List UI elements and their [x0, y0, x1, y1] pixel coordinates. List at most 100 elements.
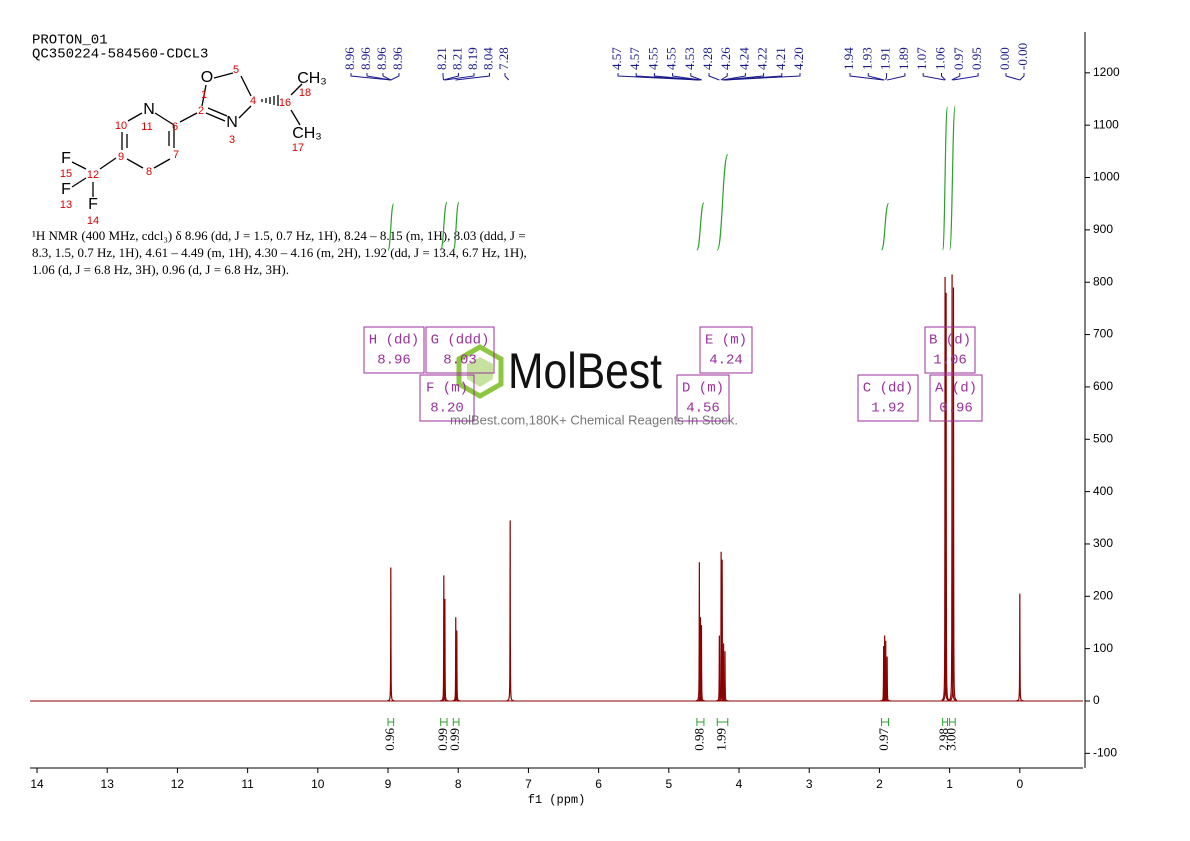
atom-number: 8 — [146, 166, 152, 178]
y-tick-label: 600 — [1093, 379, 1113, 393]
peak-label: 1.07 — [914, 47, 929, 70]
y-tick-label: 1100 — [1093, 117, 1119, 131]
atom-number: 1 — [201, 89, 207, 101]
atom-number: 13 — [60, 199, 72, 211]
atom-label: CH₃ — [297, 70, 327, 87]
molecule-bonds — [71, 72, 303, 197]
peak-label: 4.28 — [700, 47, 715, 70]
x-tick-label: 7 — [525, 777, 532, 791]
x-axis-label: f1 (ppm) — [528, 793, 586, 807]
multiplet-box — [924, 326, 976, 374]
peak-label-leader — [720, 73, 728, 81]
peak-label-leader — [690, 73, 702, 81]
peak-label-leader — [724, 73, 801, 81]
peak-label: 1.94 — [841, 47, 856, 70]
peak-label: 0.97 — [951, 47, 966, 70]
integral-label: 3.00 — [943, 728, 958, 751]
peak-label: 4.55 — [645, 47, 660, 70]
watermark-tagline: molBest.com,180K+ Chemical Reagents In S… — [450, 412, 738, 427]
integral-label: 0.96 — [382, 728, 397, 751]
peak-label: 8.96 — [390, 47, 405, 70]
atom-number: 14 — [87, 215, 99, 227]
peak-label: 4.22 — [755, 47, 770, 70]
x-tick-label: 3 — [806, 777, 813, 791]
multiplet-name: D (m) — [682, 381, 724, 397]
atom-label: CH₃ — [292, 125, 322, 142]
x-tick-label: 12 — [171, 777, 185, 791]
x-tick-label: 1 — [946, 777, 953, 791]
peak — [506, 520, 514, 702]
peak-label-leader — [366, 73, 391, 81]
x-tick-label: 9 — [385, 777, 392, 791]
peak-label: 4.26 — [718, 47, 733, 70]
multiplet-shift: 0.96 — [939, 401, 973, 417]
atom-number: 17 — [292, 142, 304, 154]
peak-label: 4.24 — [736, 47, 751, 70]
multiplet-shift: 1.06 — [933, 353, 967, 369]
peak-label-leader — [1019, 73, 1025, 81]
atom-number: 18 — [299, 87, 311, 99]
y-tick-label: 400 — [1093, 484, 1113, 498]
peak — [942, 292, 950, 701]
peak-label-leader — [653, 73, 701, 81]
y-tick-label: 900 — [1093, 222, 1113, 236]
multiplet-name: A (d) — [935, 381, 977, 397]
atom-number: 16 — [279, 97, 291, 109]
peak-label-leader — [951, 73, 961, 81]
x-tick-label: 2 — [876, 777, 883, 791]
atom-label: F — [61, 181, 71, 198]
peak-label: 4.55 — [664, 47, 679, 70]
peak-label-leader — [722, 73, 746, 81]
multiplet-shift: 8.20 — [430, 401, 464, 417]
integral-curve — [880, 202, 890, 251]
integral-curve — [696, 202, 705, 251]
atom-number: 15 — [60, 168, 72, 180]
multiplet-box — [857, 374, 919, 422]
y-tick-label: 0 — [1093, 693, 1100, 707]
watermark-brand: MolBest — [508, 343, 662, 399]
peak-label-leader — [953, 73, 979, 81]
peak-label: 4.21 — [773, 47, 788, 70]
peak-label: 8.21 — [434, 47, 449, 70]
peak-label: -0.00 — [1015, 43, 1030, 70]
peak-label: 0.95 — [969, 47, 984, 70]
spectrum-plot: -100010020030040050060070080090010001100… — [30, 32, 1120, 807]
atom-label: F — [88, 196, 98, 213]
peak — [697, 625, 706, 702]
multiplet-box — [363, 326, 425, 374]
multiplet-name: H (dd) — [369, 333, 419, 349]
x-tick-label: 14 — [30, 777, 44, 791]
peak-label-leader — [444, 73, 475, 81]
atom-number: 11 — [141, 121, 152, 133]
multiplet-shift: 8.96 — [377, 353, 411, 369]
x-tick-label: 0 — [1016, 777, 1023, 791]
peak-label: 4.20 — [791, 47, 806, 70]
y-tick-label: 1200 — [1093, 65, 1120, 79]
atom-label: N — [226, 114, 238, 131]
multiplet-name: C (dd) — [863, 381, 913, 397]
integral-label: 2.98 — [936, 728, 951, 751]
integral-bracket — [452, 718, 460, 726]
integral-curve — [452, 201, 460, 251]
multiplet-box — [676, 374, 730, 422]
y-tick-label: -100 — [1093, 746, 1117, 760]
integral-curve — [716, 153, 729, 251]
peak-label-leader — [922, 73, 945, 81]
multiplet-name: F (m) — [426, 381, 468, 397]
peak-label: 1.89 — [896, 47, 911, 70]
multiplet-shift: 1.92 — [871, 401, 905, 417]
atom-number: 12 — [87, 169, 99, 181]
peak — [387, 567, 395, 702]
y-tick-label: 500 — [1093, 431, 1113, 445]
peak — [452, 617, 460, 702]
multiplet-box — [699, 326, 753, 374]
integral-curve — [949, 105, 956, 251]
peak — [696, 617, 704, 702]
peak-label-leader — [672, 73, 701, 81]
integral-bracket — [696, 718, 705, 726]
y-tick-label: 1000 — [1093, 170, 1120, 184]
atom-number: 2 — [198, 105, 204, 117]
x-tick-label: 10 — [311, 777, 325, 791]
x-tick-label: 8 — [455, 777, 462, 791]
atom-number: 3 — [229, 134, 235, 146]
